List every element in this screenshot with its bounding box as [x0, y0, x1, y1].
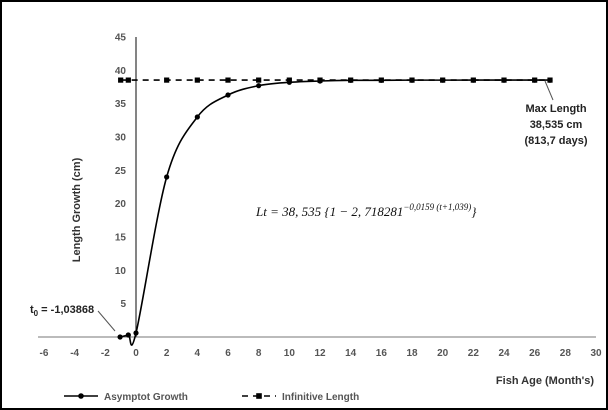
x-tick-label: 22: [468, 348, 480, 359]
series-point-0: [256, 83, 262, 89]
series-point-1: [225, 77, 231, 83]
x-tick-label: 10: [284, 348, 296, 359]
x-tick-label: 30: [590, 348, 602, 359]
legend-label-0: Asymptot Growth: [104, 392, 188, 403]
x-tick-label: -4: [70, 348, 79, 359]
max-length-leader-line: [544, 80, 554, 101]
series-point-1: [118, 77, 124, 83]
y-tick-label: 25: [115, 166, 127, 177]
x-tick-label: 4: [195, 348, 201, 359]
series-point-0: [164, 174, 170, 180]
max-length-title: Max Length: [525, 103, 586, 115]
legend-marker-0: [78, 393, 84, 399]
series-point-0: [125, 332, 131, 338]
series-point-1: [194, 77, 200, 83]
max-length-days: (813,7 days): [525, 135, 588, 147]
y-axis-label: Length Growth (cm): [71, 157, 83, 262]
series-point-0: [133, 330, 139, 336]
series-point-1: [256, 77, 262, 83]
x-tick-label: 24: [498, 348, 510, 359]
series-point-0: [225, 92, 231, 98]
series-point-1: [286, 77, 292, 83]
y-tick-label: 40: [115, 66, 127, 77]
x-tick-label: 8: [256, 348, 262, 359]
x-tick-label: 26: [529, 348, 541, 359]
x-tick-label: 18: [406, 348, 418, 359]
t0-annotation: t0 = -1,03868: [30, 304, 94, 318]
x-tick-label: 2: [164, 348, 170, 359]
series-point-0: [194, 114, 200, 120]
y-tick-label: 35: [115, 99, 127, 110]
legend-label-1: Infinitive Length: [282, 392, 359, 403]
y-tick-label: 10: [115, 266, 127, 277]
series-point-1: [547, 77, 553, 83]
max-length-value: 38,535 cm: [530, 119, 583, 131]
series-point-0: [117, 334, 123, 340]
series-point-1: [317, 77, 323, 83]
series-point-1: [378, 77, 384, 83]
x-tick-label: -6: [40, 348, 49, 359]
series-point-1: [501, 77, 507, 83]
series-point-1: [409, 77, 415, 83]
growth-equation: Lt = 38, 535 {1 − 2, 718281−0,0159 (t+1,…: [255, 202, 477, 219]
y-tick-label: 15: [115, 233, 127, 244]
x-tick-label: 14: [345, 348, 357, 359]
x-tick-label: 12: [314, 348, 326, 359]
series-point-1: [470, 77, 476, 83]
series-point-1: [125, 77, 131, 83]
x-axis-label: Fish Age (Month's): [496, 375, 594, 387]
x-tick-label: 0: [133, 348, 139, 359]
legend-marker-1: [256, 393, 262, 399]
x-tick-label: 20: [437, 348, 449, 359]
x-tick-label: 6: [225, 348, 231, 359]
series-point-1: [164, 77, 170, 83]
t0-leader-line: [97, 310, 116, 332]
x-tick-label: -2: [101, 348, 110, 359]
y-tick-label: 45: [115, 33, 127, 44]
x-tick-label: 28: [560, 348, 572, 359]
y-tick-label: 20: [115, 199, 127, 210]
x-tick-label: 16: [376, 348, 388, 359]
y-tick-label: 30: [115, 133, 127, 144]
series-point-1: [440, 77, 446, 83]
series-point-1: [348, 77, 354, 83]
y-tick-label: 5: [120, 299, 126, 310]
series-point-1: [532, 77, 538, 83]
